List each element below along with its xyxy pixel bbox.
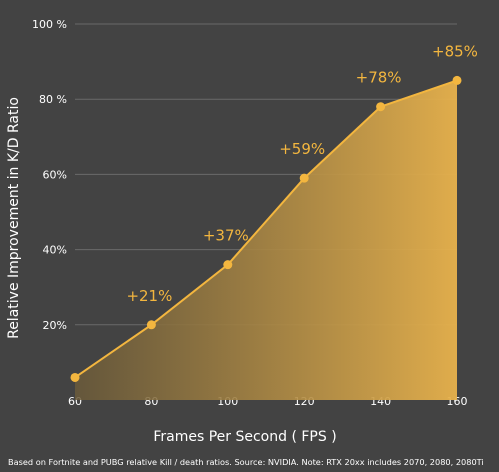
data-point: [146, 320, 156, 330]
y-tick-label: 60%: [43, 168, 67, 181]
data-label: +59%: [279, 140, 325, 158]
x-axis-title: Frames Per Second ( FPS ): [153, 429, 336, 445]
footnote: Based on Fortnite and PUBG relative Kill…: [8, 457, 484, 467]
data-point: [70, 372, 80, 382]
data-label: +85%: [432, 42, 478, 60]
data-points: [70, 75, 462, 382]
y-tick-label: 100 %: [32, 18, 67, 31]
data-label: +21%: [126, 287, 172, 305]
data-point: [376, 102, 386, 112]
data-point: [452, 75, 462, 85]
data-point: [223, 260, 233, 270]
data-label: +78%: [356, 69, 402, 87]
y-tick-label: 40%: [43, 244, 67, 257]
y-tick-label: 20%: [43, 319, 67, 332]
data-label: +37%: [203, 227, 249, 245]
y-tick-label: 80 %: [39, 93, 67, 106]
area-fill: [75, 80, 457, 401]
data-labels: +21% +37% +59% +78% +85%: [126, 42, 478, 304]
y-axis-title: Relative Improvement in K/D Ratio: [6, 97, 22, 339]
series-line: [74, 79, 458, 379]
data-point: [299, 173, 309, 183]
y-tick-labels: 20% 40% 60% 80 % 100 %: [32, 18, 67, 332]
